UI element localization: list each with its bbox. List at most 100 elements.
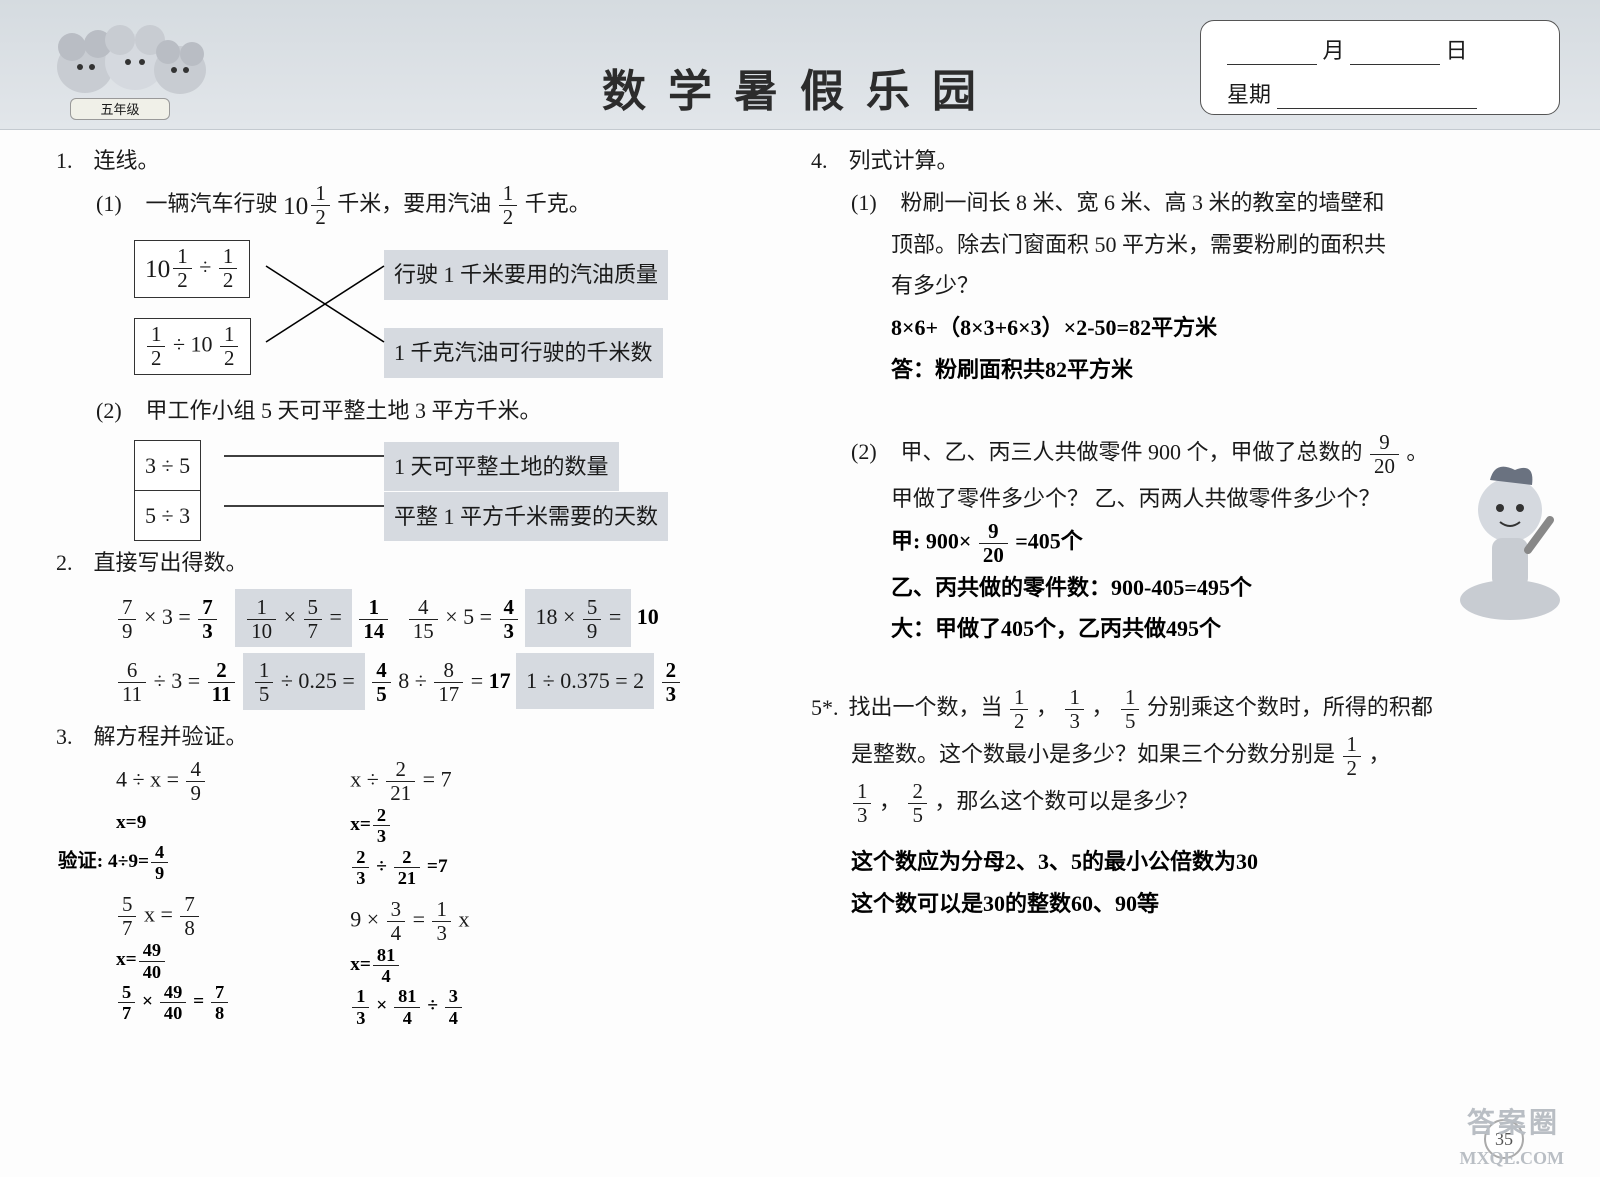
t: ， — [1091, 695, 1113, 720]
q3: 3. 解方程并验证。 — [56, 716, 779, 758]
q5-ans1: 这个数应为分母2、3、5的最小公倍数为30 — [811, 841, 1534, 883]
t: 甲、乙、丙三人共做零件 900 个，甲做了总数的 — [901, 439, 1363, 464]
q3-col1: 4 ÷ x = 49 x=9 验证: 4÷9=49 57 x = 78 x=49… — [116, 758, 230, 1028]
weekday-blank[interactable] — [1277, 87, 1477, 109]
t: 顶部。除去门窗面积 50 平方米，需要粉刷的面积共 — [811, 224, 1534, 266]
q2-number: 2. — [56, 542, 88, 584]
t: × — [142, 991, 158, 1012]
t: 甲做了零件多少个？ 乙、丙两人共做零件多少个？ — [811, 478, 1534, 520]
q1-p2-matching: 3 ÷ 5 5 ÷ 3 1 天可平整土地的数量 平整 1 平方千米需要的天数 — [134, 432, 779, 542]
q4-p1: (1) 粉刷一间长 8 米、宽 6 米、高 3 米的教室的墙壁和 — [811, 182, 1534, 224]
q1-p1-right2: 1 千克汽油可行驶的千米数 — [384, 328, 663, 378]
q1-p2-text: 甲工作小组 5 天可平整土地 3 平方千米。 — [146, 398, 542, 423]
t: ÷ 3 = — [154, 668, 206, 693]
q1-p1-text-c: 千克。 — [525, 191, 591, 216]
day-blank[interactable] — [1350, 43, 1440, 65]
q2: 2. 直接写出得数。 — [56, 542, 779, 584]
grade-label: 五年级 — [70, 98, 170, 120]
t: ， — [879, 789, 901, 814]
q3-body: 4 ÷ x = 49 x=9 验证: 4÷9=49 57 x = 78 x=49… — [116, 758, 779, 1028]
q1-p2-num: (2) — [96, 390, 140, 432]
q4: 4. 列式计算。 — [811, 140, 1534, 182]
q1-number: 1. — [56, 140, 88, 182]
q3-col2: x ÷ 221 = 7 x=23 23 ÷ 221 =7 9 × 34 = 13… — [350, 758, 469, 1028]
t: 1 ÷ 0.375 = 2 — [516, 653, 654, 709]
q4-p2-num: (2) — [851, 431, 895, 473]
q1-p1-stem: (1) 一辆汽车行驶 1012 千米，要用汽油 12 千克。 — [56, 182, 779, 230]
watermark-url: MXQE.COM — [1460, 1148, 1564, 1169]
t: x — [458, 907, 469, 932]
mix-whole: 10 — [283, 182, 308, 230]
t: = 7 — [417, 767, 451, 792]
t: 粉刷一间长 8 米、宽 6 米、高 3 米的教室的墙壁和 — [901, 190, 1385, 215]
date-box: 月 日 星期 — [1200, 20, 1560, 115]
q5-number: 5*. — [811, 687, 843, 729]
page-title: 数学暑假乐园 — [602, 55, 998, 119]
q4-p1-ans2: 答：粉刷面积共82平方米 — [811, 349, 1534, 391]
t: × — [376, 996, 392, 1017]
t: ÷ 0.25 = — [281, 668, 355, 693]
q1-p1-left2: 12 ÷ 10 12 — [134, 318, 251, 375]
t: x=9 — [116, 812, 146, 833]
t: ， — [1368, 742, 1390, 767]
t: ÷ — [376, 856, 391, 877]
verify-label: 验证: — [58, 851, 103, 872]
t: = — [413, 907, 431, 932]
q5-line3: 13 ， 25 ，那么这个数可以是多少？ — [811, 780, 1534, 827]
t: =7 — [427, 856, 448, 877]
t: = — [471, 668, 489, 693]
t: 18 × — [535, 604, 580, 629]
w: 10 — [145, 245, 170, 293]
q4-p1-ans1: 8×6+（8×3+6×3）×2-50=82平方米 — [811, 307, 1534, 349]
q1-p2-right2: 平整 1 平方千米需要的天数 — [384, 492, 668, 542]
month-label: 月 — [1323, 38, 1345, 63]
q4-p2: (2) 甲、乙、丙三人共做零件 900 个，甲做了总数的 920 。 — [811, 431, 1534, 478]
q1: 1. 连线。 — [56, 140, 779, 182]
q4-p2-ansb: 乙、丙共做的零件数：900-405=495个 — [811, 567, 1534, 609]
t: 。 — [1406, 439, 1428, 464]
q1-p2-left1: 3 ÷ 5 — [134, 440, 201, 492]
q4-p2-ansc: 大：甲做了405个，乙丙共做495个 — [811, 608, 1534, 650]
t: ÷ — [427, 996, 442, 1017]
t: ， — [1036, 695, 1058, 720]
q5-ans2: 这个数可以是30的整数60、90等 — [811, 883, 1534, 925]
mascot-illustration — [40, 12, 220, 112]
q4-title: 列式计算。 — [849, 148, 959, 173]
t: = — [609, 604, 621, 629]
q1-p1-right1: 行驶 1 千米要用的汽油质量 — [384, 250, 668, 300]
watermark-text: 答案圈 — [1467, 1101, 1560, 1141]
page-header: 五年级 数学暑假乐园 月 日 星期 — [0, 0, 1600, 130]
q2-row1: 79 × 3 = 73 110 × 57 = 114 415 × 5 = 43 … — [116, 589, 779, 646]
t: ，那么这个数可以是多少？ — [934, 789, 1198, 814]
q2-row2: 611 ÷ 3 = 211 15 ÷ 0.25 = 45 8 ÷ 817 = 1… — [116, 653, 779, 710]
q1-p1-num: (1) — [96, 183, 140, 225]
content-area: 1. 连线。 (1) 一辆汽车行驶 1012 千米，要用汽油 12 千克。 10… — [0, 130, 1600, 1028]
month-blank[interactable] — [1227, 43, 1317, 65]
q1-p1-matching: 1012 ÷ 12 12 ÷ 10 12 行驶 1 千米要用的汽油质量 1 千克… — [134, 230, 779, 390]
q1-p1-text-a: 一辆汽车行驶 — [146, 191, 284, 216]
t: 找出一个数，当 — [849, 695, 1003, 720]
q5: 5*. 找出一个数，当 12 ， 13 ， 15 分别乘这个数时，所得的积都 — [811, 686, 1534, 733]
q4-p1-num: (1) — [851, 182, 895, 224]
t: 9 × — [350, 907, 384, 932]
t: × 3 = — [144, 604, 196, 629]
q5-line2: 是整数。这个数最小是多少？如果三个分数分别是 12 ， — [811, 733, 1534, 780]
t: =405个 — [1015, 528, 1083, 553]
op: ÷ 10 — [173, 331, 213, 356]
q2-title: 直接写出得数。 — [94, 550, 248, 575]
q3-title: 解方程并验证。 — [94, 724, 248, 749]
t: 甲: — [891, 528, 920, 553]
q1-p2-right1: 1 天可平整土地的数量 — [384, 442, 619, 492]
t: x= — [350, 814, 371, 835]
t: 是整数。这个数最小是多少？如果三个分数分别是 — [851, 742, 1335, 767]
t: 有多少？ — [811, 265, 1534, 307]
t: x ÷ — [350, 767, 384, 792]
op: ÷ — [199, 254, 217, 279]
q1-title: 连线。 — [94, 148, 160, 173]
weekday-label: 星期 — [1227, 82, 1271, 107]
ans: 10 — [637, 604, 659, 629]
q1-p1-text-b: 千米，要用汽油 — [337, 191, 491, 216]
t: x= — [116, 949, 137, 970]
t: 8 ÷ — [398, 668, 432, 693]
t: 900× — [926, 528, 972, 553]
